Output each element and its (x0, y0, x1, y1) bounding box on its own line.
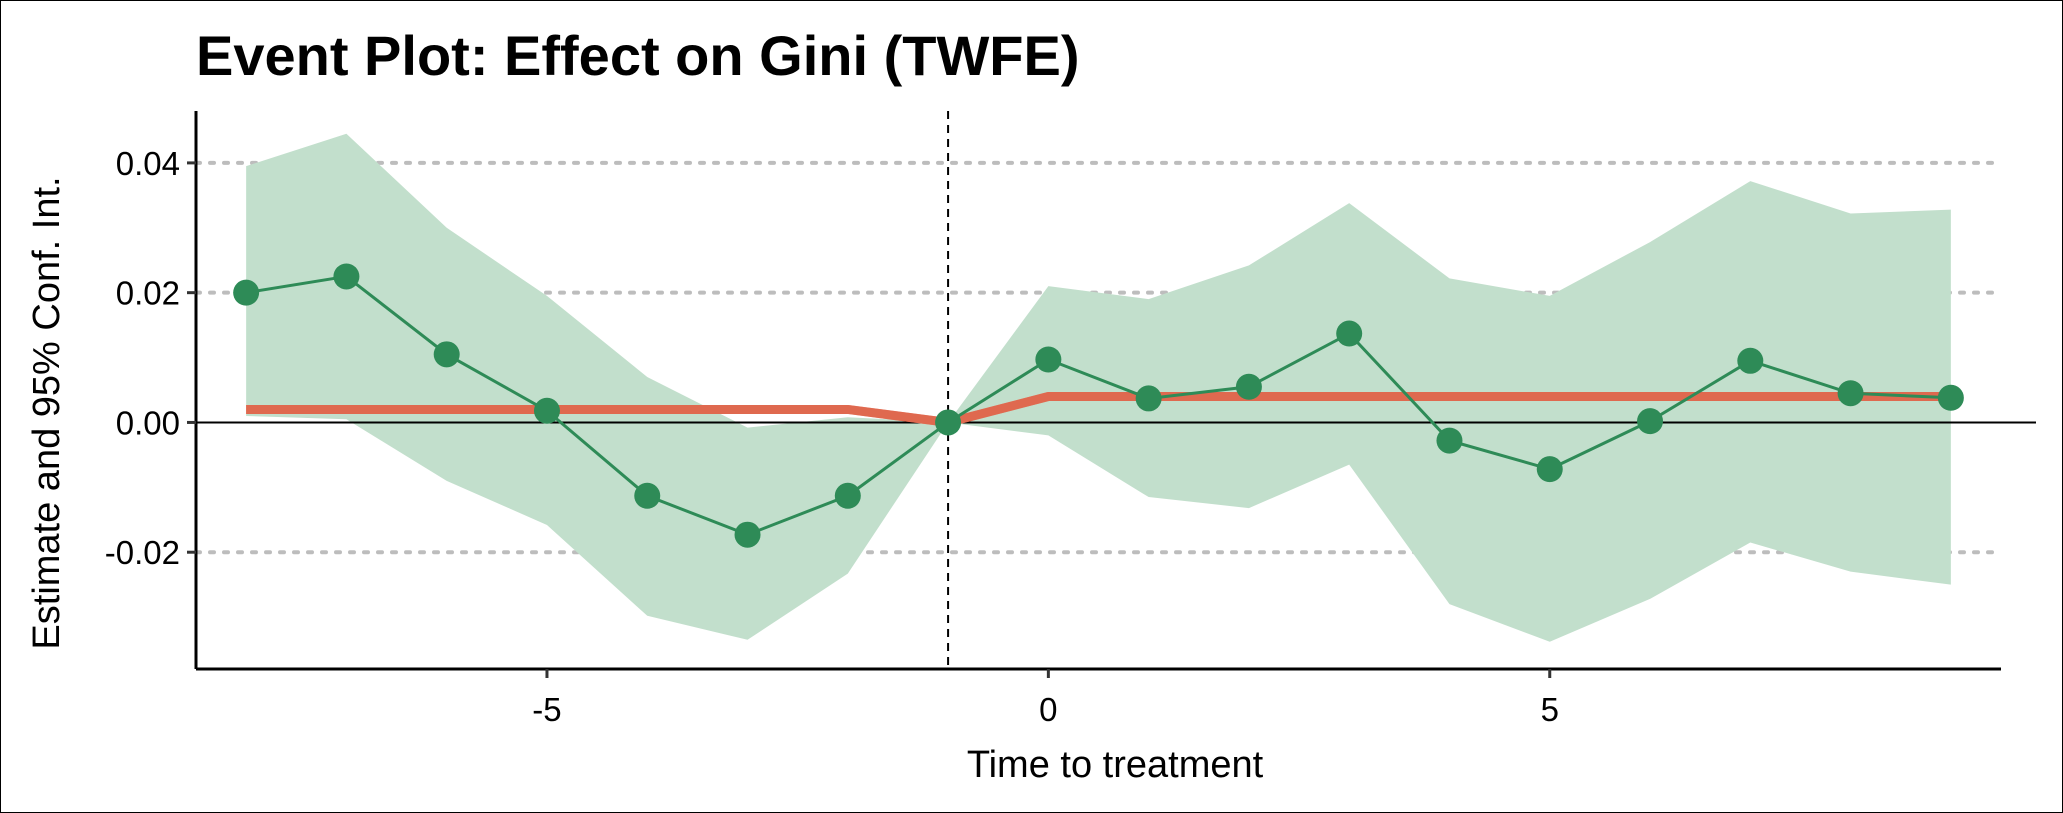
estimate-point-4 (1436, 427, 1463, 454)
x-tick-label-1: 0 (1039, 691, 1057, 728)
axes (187, 111, 2001, 678)
y-tick-label-0: -0.02 (105, 534, 180, 571)
estimate-point--4 (634, 482, 661, 509)
estimate-point--3 (734, 521, 761, 548)
y-tick-label-3: 0.04 (116, 145, 180, 182)
estimate-point--7 (333, 263, 360, 290)
estimate-point--5 (533, 397, 560, 424)
estimate-point-6 (1637, 408, 1664, 435)
y-tick-label-1: 0.00 (116, 404, 180, 441)
estimate-point--8 (233, 279, 260, 306)
chart-title: Event Plot: Effect on Gini (TWFE) (196, 24, 1080, 87)
estimate-point--6 (433, 341, 460, 368)
estimate-point-3 (1336, 320, 1363, 347)
tick-labels: -0.02 0.00 0.02 0.04 -5 0 5 (105, 145, 1559, 728)
estimate-point-7 (1737, 347, 1764, 374)
x-axis-label: Time to treatment (967, 744, 1264, 786)
x-tick-label-2: 5 (1541, 691, 1559, 728)
confidence-band-layer (246, 133, 1951, 642)
estimate-point-9 (1937, 384, 1964, 411)
confidence-band (246, 133, 1951, 642)
estimate-point-1 (1135, 385, 1162, 412)
estimate-point-0 (1035, 346, 1062, 373)
estimate-point--2 (834, 482, 861, 509)
y-tick-label-2: 0.02 (116, 275, 180, 312)
x-tick-label-0: -5 (532, 691, 561, 728)
estimate-point-5 (1536, 456, 1563, 483)
estimate-line (245, 274, 1951, 537)
estimate-point--1 (935, 409, 962, 436)
estimate-point-2 (1235, 373, 1262, 400)
reference-lines (196, 111, 2036, 669)
y-axis-label: Estimate and 95% Conf. Int. (26, 176, 68, 649)
estimate-series-layer (233, 263, 1964, 548)
estimate-point-8 (1837, 380, 1864, 407)
